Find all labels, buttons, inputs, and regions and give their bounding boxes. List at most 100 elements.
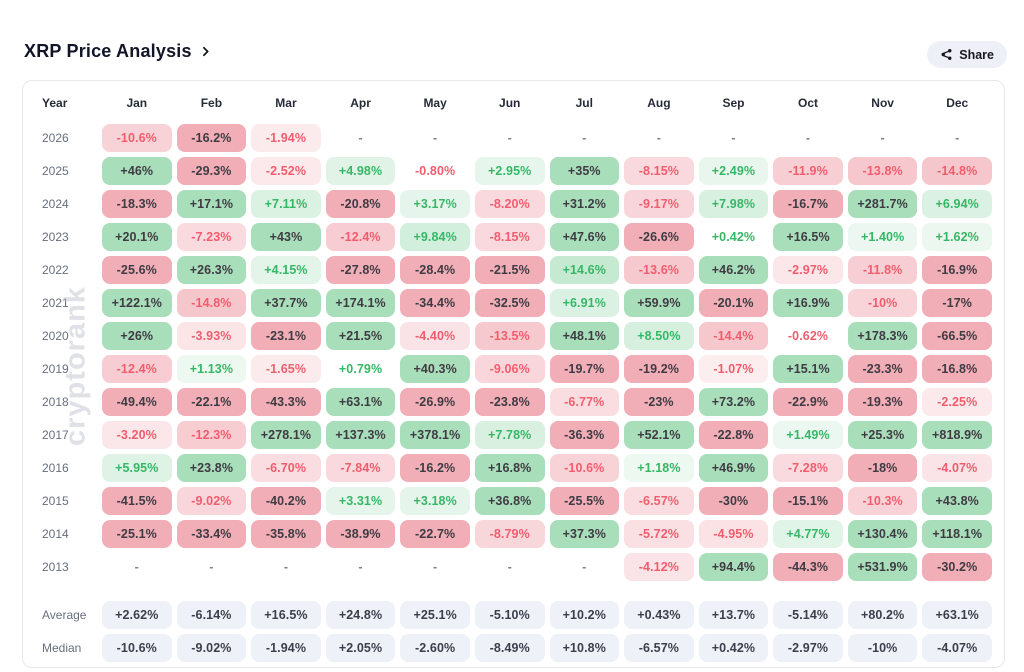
return-cell: +9.84%	[400, 222, 470, 251]
empty-cell: -	[880, 130, 885, 145]
return-cell: -32.5%	[474, 288, 545, 317]
return-cell: -10%	[847, 288, 918, 317]
table-row: 2013 - - - - - - - -4.12% +94.4% -44.3% +531.9% -30.…	[35, 550, 992, 583]
return-cell: +122.1%	[102, 288, 172, 317]
year-label: 2017	[42, 427, 69, 442]
return-cell: -13.6%	[624, 255, 694, 284]
return-cell: -19.3%	[847, 387, 918, 416]
column-header-mar: Mar	[275, 96, 297, 110]
return-cell: -10.3%	[847, 486, 918, 515]
summary-label: Average	[42, 607, 87, 622]
return-cell: +3.31%	[325, 486, 396, 515]
table-row: 2020 +26% -3.93% -23.1% +21.5% -4.40% -13.5% +4…	[35, 319, 992, 352]
return-cell: -19.7%	[549, 354, 620, 383]
return-cell: +0.42%	[711, 229, 756, 244]
return-cell: +2.95%	[474, 156, 545, 185]
empty-cell: -	[805, 130, 811, 145]
table-row: 2018 -49.4% -22.1% -43.3% +63.1% -26.9% -23.8%…	[35, 385, 992, 418]
return-cell: -19.2%	[624, 354, 694, 383]
return-cell: -2.52%	[251, 156, 321, 185]
return-cell: +35%	[549, 156, 620, 185]
return-cell: +20.1%	[102, 222, 172, 251]
return-cell: +4.15%	[251, 255, 321, 284]
return-cell: -44.3%	[773, 552, 843, 581]
return-cell: -9.02%	[176, 486, 247, 515]
return-cell: -5.72%	[624, 519, 694, 548]
title-link[interactable]: XRP Price Analysis	[24, 41, 212, 62]
return-cell: +118.1%	[922, 519, 992, 548]
summary-cell: -2.60%	[400, 633, 470, 662]
return-cell: -21.5%	[474, 255, 545, 284]
return-cell: +73.2%	[698, 387, 769, 416]
return-cell: -4.07%	[922, 453, 992, 482]
table-row: 2017 -3.20% -12.3% +278.1% +137.3% +378.1% +7.…	[35, 418, 992, 451]
return-cell: -13.5%	[474, 321, 545, 350]
return-cell: -12.4%	[102, 354, 172, 383]
return-cell: +1.62%	[922, 222, 992, 251]
return-cell: -8.20%	[474, 189, 545, 218]
return-cell: +378.1%	[400, 420, 470, 449]
return-cell: -15.1%	[773, 486, 843, 515]
return-cell: +36.8%	[474, 486, 545, 515]
return-cell: -40.2%	[251, 486, 321, 515]
return-cell: -35.8%	[251, 519, 321, 548]
return-cell: +17.1%	[176, 189, 247, 218]
return-cell: +1.49%	[773, 420, 843, 449]
return-cell: +46.2%	[698, 255, 769, 284]
return-cell: -16.2%	[400, 453, 470, 482]
summary-cell: +25.1%	[400, 600, 470, 629]
empty-cell: -	[507, 130, 512, 145]
return-cell: +43%	[251, 222, 321, 251]
empty-cell: -	[955, 130, 960, 145]
table-header-row: Year Jan Feb Mar Apr May Jun Jul Aug Sep Oct Nov Dec	[35, 85, 992, 121]
table-row: 2016 +5.95% +23.8% -6.70% -7.84% -16.2% +16.8%…	[35, 451, 992, 484]
return-cell: +5.95%	[102, 453, 172, 482]
price-analysis-table-card: Year Jan Feb Mar Apr May Jun Jul Aug Sep Oct Nov Dec…	[22, 80, 1005, 668]
summary-cell: -6.57%	[624, 633, 694, 662]
return-cell: +21.5%	[325, 321, 396, 350]
year-label: 2023	[42, 229, 69, 244]
column-header-sep: Sep	[722, 96, 745, 110]
table-row: 2022 -25.6% +26.3% +4.15% -27.8% -28.4% -21.5%…	[35, 253, 992, 286]
return-cell: +130.4%	[847, 519, 918, 548]
summary-cell: +10.2%	[549, 600, 620, 629]
return-cell: +818.9%	[922, 420, 992, 449]
year-label: 2015	[42, 493, 69, 508]
summary-cell: +16.5%	[251, 600, 321, 629]
return-cell: -22.1%	[176, 387, 247, 416]
return-cell: -30.2%	[922, 552, 992, 581]
return-cell: +1.40%	[847, 222, 918, 251]
return-cell: -12.3%	[176, 420, 247, 449]
return-cell: +31.2%	[549, 189, 620, 218]
return-cell: +0.79%	[338, 361, 383, 376]
return-cell: +278.1%	[251, 420, 321, 449]
empty-cell: -	[731, 130, 736, 145]
table-row: 2024 -18.3% +17.1% +7.11% -20.8% +3.17% -8.20%…	[35, 187, 992, 220]
return-cell: -0.80%	[415, 163, 456, 178]
return-cell: +25.3%	[847, 420, 918, 449]
empty-cell: -	[507, 559, 512, 574]
return-cell: -16.7%	[773, 189, 843, 218]
share-button[interactable]: Share	[927, 41, 1007, 68]
return-cell: +37.3%	[549, 519, 620, 548]
return-cell: +1.13%	[176, 354, 247, 383]
return-cell: -29.3%	[176, 156, 247, 185]
return-cell: -33.4%	[176, 519, 247, 548]
return-cell: -26.9%	[400, 387, 470, 416]
column-header-apr: Apr	[350, 96, 371, 110]
return-cell: +15.1%	[773, 354, 843, 383]
return-cell: +16.8%	[474, 453, 545, 482]
return-cell: +4.77%	[773, 519, 843, 548]
column-header-jan: Jan	[126, 96, 148, 110]
summary-cell: -10.6%	[102, 633, 172, 662]
return-cell: -25.5%	[549, 486, 620, 515]
return-cell: -10.6%	[102, 123, 172, 152]
summary-cell: +2.05%	[325, 633, 396, 662]
summary-cell: -5.14%	[773, 600, 843, 629]
year-label: 2018	[42, 394, 69, 409]
year-label: 2024	[42, 196, 69, 211]
empty-cell: -	[283, 559, 289, 574]
column-header-oct: Oct	[798, 96, 819, 110]
return-cell: +94.4%	[698, 552, 769, 581]
return-cell: -17%	[922, 288, 992, 317]
